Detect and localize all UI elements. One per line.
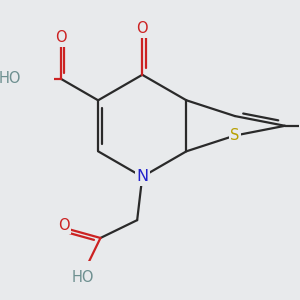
Text: O: O (58, 218, 70, 233)
Text: HO: HO (71, 270, 94, 285)
Text: O: O (136, 21, 148, 36)
Text: S: S (230, 128, 240, 143)
Text: O: O (55, 30, 66, 45)
Text: HO: HO (0, 71, 21, 86)
Text: N: N (136, 169, 148, 184)
